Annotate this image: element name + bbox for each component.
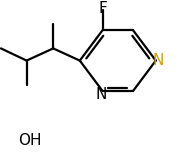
Text: N: N — [95, 87, 106, 102]
Text: N: N — [152, 53, 163, 68]
Text: OH: OH — [18, 133, 41, 148]
Text: F: F — [98, 1, 107, 16]
